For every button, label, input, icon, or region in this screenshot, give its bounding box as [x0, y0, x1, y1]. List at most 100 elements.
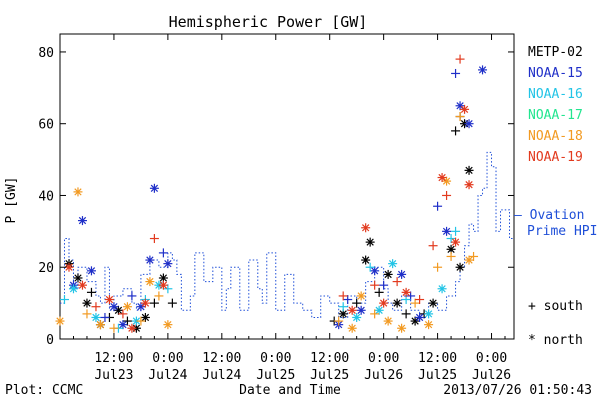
y-axis-label: P [GW] [4, 177, 19, 224]
point-noaa-15 [379, 280, 389, 290]
point-noaa-18 [55, 316, 65, 326]
point-stroke [128, 324, 136, 332]
legend-entry: NOAA-18 [528, 129, 583, 144]
legend-entry: METP-02 [528, 45, 583, 60]
point-noaa-18 [109, 323, 119, 333]
point-noaa-18 [433, 262, 443, 272]
point-noaa-19 [455, 54, 465, 64]
x-axis-ticks: 12:00 Jul23 0:00 Jul24 12:00 Jul24 0:00 Jul25 12… [72, 34, 511, 383]
point-noaa-18 [455, 112, 465, 122]
point-noaa-15 [163, 259, 173, 269]
point-metp-02 [167, 298, 177, 308]
point-stroke [397, 270, 406, 279]
point-metp-02 [158, 273, 168, 283]
point-stroke [384, 270, 392, 279]
plot-timestamp: 2013/07/26 01:50:43 [443, 383, 592, 398]
point-stroke [442, 227, 451, 236]
point-metp-02 [428, 298, 438, 308]
x-tick-label-date: Jul26 [364, 368, 403, 383]
x-tick-label-date: Jul25 [310, 368, 349, 383]
point-noaa-18 [154, 291, 164, 301]
point-stroke [348, 306, 356, 314]
point-metp-02 [86, 287, 96, 297]
point-noaa-18 [469, 251, 479, 261]
point-stroke [456, 263, 464, 271]
point-noaa-15 [356, 305, 366, 315]
point-stroke [357, 306, 365, 314]
point-noaa-18 [334, 316, 344, 326]
point-metp-02 [392, 298, 402, 308]
legend-entry: NOAA-19 [528, 150, 583, 165]
point-stroke [456, 102, 464, 110]
point-noaa-16 [338, 302, 348, 312]
y-tick-label: 80 [38, 46, 54, 61]
point-noaa-15 [77, 216, 87, 226]
legend: METP-02 NOAA-15 NOAA-16 NOAA-17 NOAA-18 NOAA-… [514, 45, 597, 348]
marker-legend-south: + south [528, 299, 583, 314]
x-tick-label-date: Jul25 [256, 368, 295, 383]
point-noaa-15 [433, 201, 443, 211]
point-noaa-18 [136, 316, 146, 326]
x-tick-label-date: Jul24 [202, 368, 241, 383]
point-stroke [56, 317, 64, 325]
point-stroke [92, 313, 100, 322]
point-stroke [78, 216, 87, 225]
point-stroke [74, 274, 82, 282]
point-noaa-19 [379, 298, 389, 308]
point-metp-02 [149, 298, 159, 308]
point-noaa-19 [370, 280, 380, 290]
point-noaa-19 [140, 298, 150, 308]
point-noaa-16 [437, 284, 447, 294]
point-noaa-15 [451, 68, 461, 78]
point-stroke [366, 238, 374, 246]
point-stroke [442, 177, 451, 185]
point-stroke [375, 306, 383, 314]
point-noaa-15 [100, 312, 110, 322]
point-stroke [348, 324, 356, 332]
point-noaa-19 [127, 323, 137, 333]
point-stroke [465, 181, 473, 189]
x-tick-label-time: 12:00 [310, 351, 349, 366]
point-stroke [65, 263, 73, 271]
point-stroke [478, 66, 487, 74]
point-noaa-18 [82, 309, 92, 319]
point-stroke [465, 256, 473, 264]
point-stroke [460, 105, 469, 114]
point-noaa-16 [451, 226, 461, 236]
point-stroke [411, 317, 419, 325]
x-tick-label-date: Jul26 [472, 368, 511, 383]
point-noaa-15 [442, 226, 452, 236]
point-noaa-19 [149, 234, 159, 244]
point-stroke [164, 320, 172, 329]
point-stroke [388, 259, 397, 268]
x-tick-label-time: 0:00 [476, 351, 507, 366]
point-stroke [164, 259, 172, 268]
point-stroke [83, 299, 91, 307]
point-metp-02 [82, 298, 92, 308]
point-noaa-19 [91, 302, 101, 312]
data-points [55, 54, 488, 333]
x-tick-label-date: Jul24 [148, 368, 187, 383]
point-noaa-15 [149, 183, 159, 193]
point-stroke [429, 299, 437, 307]
x-tick-label-date: Jul23 [94, 368, 133, 383]
x-tick-label-time: 12:00 [94, 351, 133, 366]
point-noaa-19 [428, 241, 438, 251]
point-stroke [402, 288, 410, 297]
point-stroke [384, 317, 392, 325]
point-metp-02 [401, 309, 411, 319]
point-stroke [465, 120, 473, 128]
point-noaa-15 [127, 291, 137, 301]
point-noaa-15 [464, 119, 474, 129]
point-noaa-18 [446, 251, 456, 261]
point-metp-02 [73, 273, 83, 283]
point-stroke [451, 238, 460, 246]
ovation-legend-line2: Prime HPI [527, 224, 597, 239]
point-metp-02 [352, 298, 362, 308]
point-stroke [119, 320, 127, 329]
point-noaa-19 [347, 305, 357, 315]
point-noaa-16 [388, 259, 398, 269]
point-noaa-16 [424, 309, 434, 319]
point-noaa-19 [451, 237, 461, 247]
point-noaa-18 [163, 320, 173, 330]
